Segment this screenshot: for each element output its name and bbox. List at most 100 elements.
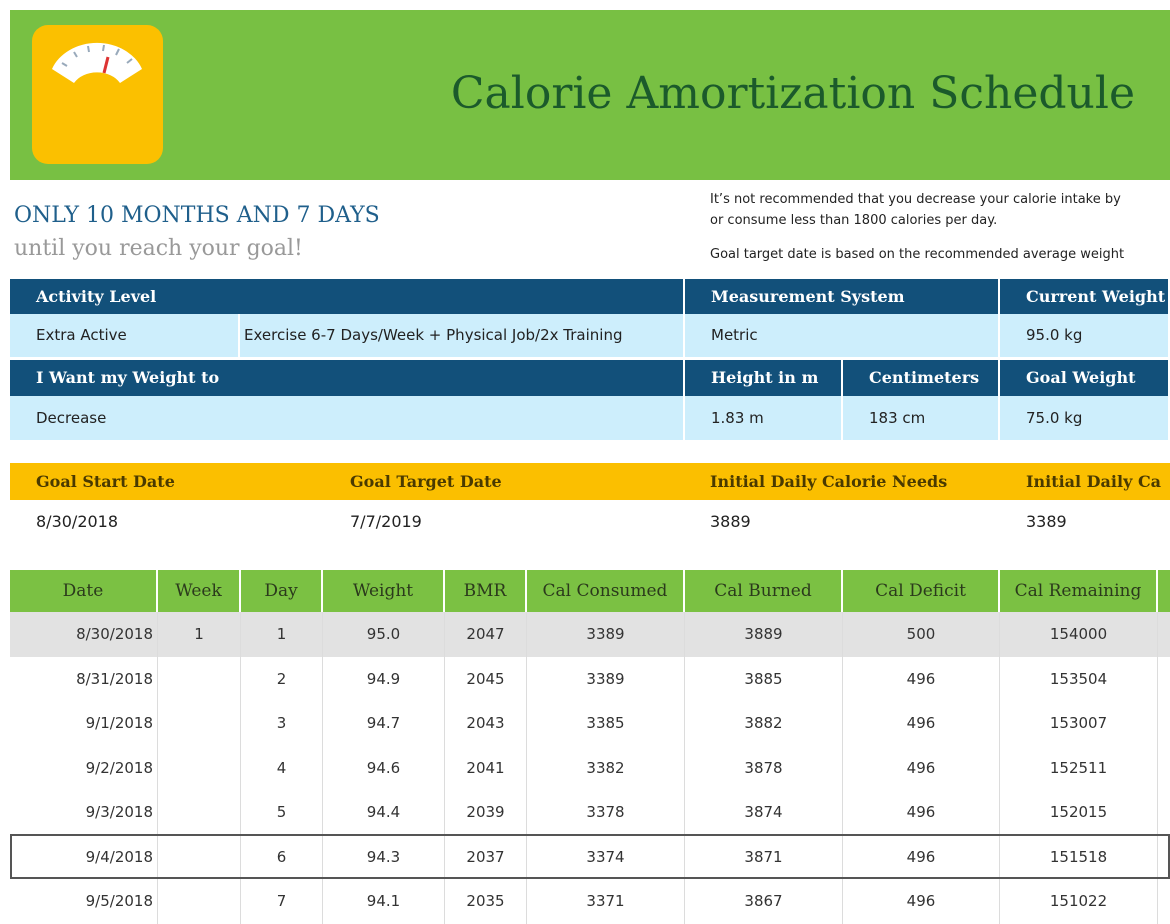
table-cell: 94.4	[323, 790, 445, 835]
table-cell: 4	[241, 745, 323, 791]
table-cell	[158, 701, 241, 746]
table-cell: 153504	[1000, 656, 1158, 702]
table-cell: 1	[241, 612, 323, 657]
table-cell: 2041	[445, 745, 527, 791]
profile-value: Exercise 6-7 Days/Week + Physical Job/2x…	[240, 314, 683, 357]
table-cell: 496	[843, 701, 1000, 746]
table-cell: 496	[843, 656, 1000, 702]
table-cell: 94.9	[323, 656, 445, 702]
table-cell	[158, 834, 241, 880]
table-cell: 496	[843, 790, 1000, 835]
table-cell: 3889	[685, 612, 843, 657]
table-cell: 152015	[1000, 790, 1158, 835]
profile-header: Current Weight	[1000, 279, 1168, 314]
table-cell: 3	[241, 701, 323, 746]
table-cell: 3374	[527, 834, 685, 880]
page: {"header": {"title": "Calorie Amortizati…	[10, 10, 1170, 924]
goal-header: Initial Daily Ca	[1026, 472, 1162, 491]
table-cell: 2	[241, 656, 323, 702]
profile-header: Height in m	[685, 360, 841, 396]
profile-header: Activity Level	[10, 279, 683, 314]
column-header: Cal Remaining	[1000, 570, 1158, 612]
goal-header: Goal Start Date	[36, 472, 175, 491]
table-cell: 95.0	[323, 612, 445, 657]
table-cell: 3389	[527, 612, 685, 657]
selected-row	[10, 833, 1170, 879]
table-cell: 151518	[1000, 834, 1158, 880]
table-cell: 2047	[445, 612, 527, 657]
table-cell: 94.6	[323, 745, 445, 791]
table-cell: 3874	[685, 790, 843, 835]
table-cell: 6	[241, 834, 323, 880]
goal-header: Initial Daily Calorie Needs	[710, 472, 948, 491]
table-cell: 3885	[685, 656, 843, 702]
table-cell: 9/2/2018	[10, 745, 158, 791]
table-cell: 496	[843, 745, 1000, 791]
table-cell: 3378	[527, 790, 685, 835]
column-header: Cal Consumed	[527, 570, 685, 612]
column-header: Cal Burned	[685, 570, 843, 612]
table-cell: 3382	[527, 745, 685, 791]
goal-value: 3389	[1026, 512, 1067, 531]
goal-value: 8/30/2018	[36, 512, 119, 531]
table-cell: 3371	[527, 879, 685, 924]
countdown-headline: ONLY 10 MONTHS AND 7 DAYS	[14, 203, 380, 228]
banner	[10, 10, 1170, 180]
goal-band	[10, 463, 1170, 500]
table-cell: 94.1	[323, 879, 445, 924]
title: Calorie Amortization Schedule	[450, 68, 1135, 119]
table-cell: 3389	[527, 656, 685, 702]
column-header: Date	[10, 570, 158, 612]
table-cell: 9/3/2018	[10, 790, 158, 835]
column-header: Cal Deficit	[843, 570, 1000, 612]
table-cell: 2045	[445, 656, 527, 702]
table-cell: 3882	[685, 701, 843, 746]
table-cell: 9/5/2018	[10, 879, 158, 924]
profile-header: I Want my Weight to	[10, 360, 683, 396]
table-cell: 3385	[527, 701, 685, 746]
table-cell: 9/1/2018	[10, 701, 158, 746]
table-cell: 7	[241, 879, 323, 924]
goal-value: 3889	[710, 512, 751, 531]
countdown-subline: until you reach your goal!	[14, 236, 303, 261]
table-cell: 2039	[445, 790, 527, 835]
column-header: Day	[241, 570, 323, 612]
profile-header: Centimeters	[843, 360, 998, 396]
row-highlight	[10, 612, 1170, 657]
profile-value: Metric	[685, 314, 998, 357]
table-cell	[158, 879, 241, 924]
column-header: BMR	[445, 570, 527, 612]
table-cell: 2035	[445, 879, 527, 924]
table-cell: 496	[843, 834, 1000, 880]
table-cell	[158, 790, 241, 835]
note: It’s not recommended that you decrease y…	[710, 192, 1121, 207]
table-cell: 496	[843, 879, 1000, 924]
table-cell: 8/30/2018	[10, 612, 158, 657]
profile-header: Goal Weight	[1000, 360, 1168, 396]
column-header: Weight	[323, 570, 445, 612]
table-cell: 152511	[1000, 745, 1158, 791]
table-cell: 3867	[685, 879, 843, 924]
table-cell: 9/4/2018	[10, 834, 158, 880]
goal-value: 7/7/2019	[350, 512, 422, 531]
profile-value: 1.83 m	[685, 396, 841, 440]
table-cell: 151022	[1000, 879, 1158, 924]
table-cell: 3878	[685, 745, 843, 791]
profile-value: 183 cm	[843, 396, 998, 440]
table-cell: 3871	[685, 834, 843, 880]
table-cell: 2037	[445, 834, 527, 880]
scale-icon	[32, 25, 163, 164]
column-header: Week	[158, 570, 241, 612]
table-cell: 8/31/2018	[10, 656, 158, 702]
table-cell	[158, 656, 241, 702]
table-cell: 5	[241, 790, 323, 835]
table-cell: 154000	[1000, 612, 1158, 657]
table-cell: 94.7	[323, 701, 445, 746]
table-cell: 2043	[445, 701, 527, 746]
note: Goal target date is based on the recomme…	[710, 247, 1125, 262]
profile-value: 95.0 kg	[1000, 314, 1168, 357]
note: or consume less than 1800 calories per d…	[710, 213, 998, 228]
table-cell: 1	[158, 612, 241, 657]
profile-value: 75.0 kg	[1000, 396, 1168, 440]
table-cell: 94.3	[323, 834, 445, 880]
